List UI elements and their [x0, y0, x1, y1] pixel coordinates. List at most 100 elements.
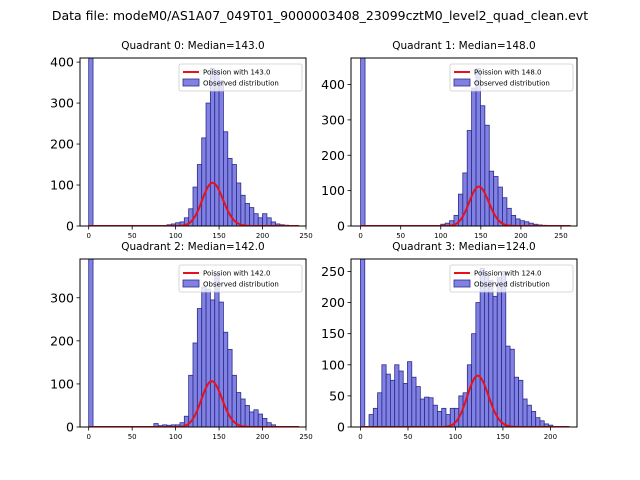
histogram-bar	[526, 404, 532, 427]
y-tick-label: 200	[321, 148, 345, 163]
y-tick-label: 200	[321, 295, 345, 310]
x-tick-label: 150	[474, 232, 487, 240]
y-tick-label: 100	[321, 183, 345, 198]
x-tick-label: 50	[128, 433, 137, 441]
histogram-bar	[509, 348, 515, 427]
legend-observed-label: Observed distribution	[474, 281, 550, 289]
histogram-bar	[201, 137, 207, 226]
histogram-bar	[196, 164, 203, 226]
y-tick-label: 300	[321, 112, 345, 127]
histogram-bar	[475, 68, 481, 226]
histogram-bar	[424, 396, 430, 427]
poisson-curve	[360, 374, 570, 427]
histogram-bar	[402, 383, 408, 427]
legend-poisson-label: Poission with 124.0	[474, 270, 542, 278]
quadrant-0-axes	[79, 57, 307, 227]
histogram-bar	[360, 58, 366, 226]
y-tick-label: 250	[321, 264, 345, 279]
histogram-bar	[209, 67, 216, 226]
x-tick-label: 150	[496, 433, 509, 441]
histogram-bar	[432, 404, 438, 427]
histogram-bar	[513, 376, 520, 427]
quadrant-3-title: Quadrant 3: Median=124.0	[392, 241, 535, 253]
histogram-bar	[240, 398, 246, 427]
y-tick-label: 100	[50, 178, 74, 193]
histogram-bar	[428, 397, 434, 427]
x-tick-label: 50	[396, 232, 405, 240]
histogram-bar	[407, 361, 413, 427]
x-tick-label: 50	[404, 433, 413, 441]
legend-observed-swatch	[182, 78, 200, 87]
legend-poisson-label: Poission with 142.0	[203, 270, 271, 278]
histogram-bar	[441, 407, 447, 427]
histogram-bar	[88, 259, 94, 427]
x-tick-label: 150	[212, 433, 225, 441]
x-tick-label: 150	[212, 232, 225, 240]
histogram-bar	[488, 170, 495, 226]
histogram-bar	[377, 392, 383, 427]
y-tick-label: 200	[50, 137, 74, 152]
histogram-bar	[231, 164, 237, 226]
histogram-bar	[475, 302, 481, 427]
histogram-bar	[496, 277, 502, 427]
histogram-bar	[522, 398, 528, 427]
x-tick-label: 100	[449, 433, 462, 441]
histogram-bar	[257, 217, 263, 226]
legend-observed-swatch	[453, 279, 471, 288]
x-tick-label: 100	[169, 433, 182, 441]
quadrant-1-title: Quadrant 1: Median=148.0	[392, 40, 535, 52]
quadrant-2-axes	[79, 258, 307, 428]
y-tick-label: 300	[50, 290, 74, 305]
y-tick-label: 0	[66, 420, 74, 435]
histogram-bar	[249, 411, 255, 427]
histogram-bar	[209, 299, 216, 427]
y-tick-label: 400	[321, 77, 345, 92]
histogram-bar	[214, 69, 220, 226]
y-tick-label: 150	[321, 326, 345, 341]
histogram-bar	[205, 102, 211, 226]
histogram-bar	[437, 411, 443, 427]
quadrant-1-panel: Quadrant 1: Median=148.0 0 50 100 150 200 250 0…	[321, 40, 578, 240]
legend-observed-label: Observed distribution	[203, 281, 279, 289]
histogram-bar	[257, 413, 263, 427]
histogram-bar	[223, 131, 229, 226]
histogram-bar	[385, 373, 391, 427]
histogram-bar	[381, 364, 387, 427]
histogram-bar	[253, 409, 259, 427]
y-tick-label: 300	[50, 96, 74, 111]
histogram-bar	[236, 392, 242, 427]
legend-observed-swatch	[182, 279, 200, 288]
histogram-bar	[390, 379, 396, 427]
x-tick-label: 0	[358, 232, 362, 240]
histogram-bar	[192, 186, 198, 226]
y-tick-label: 100	[50, 376, 74, 391]
x-tick-label: 200	[256, 232, 269, 240]
x-tick-label: 250	[299, 232, 312, 240]
quadrant-2-panel: Quadrant 2: Median=142.0 0 50 100 150 200 250 0…	[50, 241, 313, 441]
histogram-bar	[398, 370, 404, 427]
histogram-bar	[214, 273, 220, 427]
y-tick-label: 0	[337, 219, 345, 234]
poisson-curve	[88, 380, 300, 427]
quadrant-0-bars	[88, 58, 290, 226]
quadrant-3-axes	[350, 258, 578, 428]
poisson-curve	[360, 185, 571, 226]
histogram-bar	[471, 87, 477, 226]
quadrant-2-legend: Poission with 142.0 Observed distribution	[178, 264, 303, 293]
legend-poisson-label: Poission with 148.0	[474, 69, 542, 77]
y-tick-label: 400	[50, 55, 74, 70]
histogram-bar	[462, 172, 468, 226]
histogram-bar	[236, 182, 242, 226]
histogram-bar	[262, 417, 268, 427]
x-tick-label: 0	[86, 232, 90, 240]
histogram-bar	[368, 414, 374, 427]
quadrant-3-panel: Quadrant 3: Median=124.0 0 50 100 150 200 0 50 1…	[321, 241, 578, 441]
x-tick-label: 200	[256, 433, 269, 441]
y-tick-label: 100	[321, 357, 345, 372]
histogram-bar	[360, 259, 366, 427]
quadrant-3-legend: Poission with 124.0 Observed distribution	[449, 264, 574, 293]
quadrant-0-panel: Quadrant 0: Median=143.0 0 50 100 150 200 250 0…	[50, 40, 313, 240]
x-tick-label: 0	[86, 433, 90, 441]
x-tick-label: 200	[514, 232, 527, 240]
